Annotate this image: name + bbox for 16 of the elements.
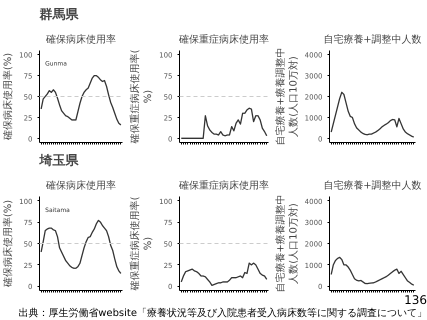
chart-title: 自宅療養+調整中人数 bbox=[323, 34, 422, 46]
chart-title: 確保病床使用率 bbox=[45, 180, 116, 192]
chart-title: 確保重症病床使用率 bbox=[178, 180, 269, 192]
text: 埼玉県 bbox=[38, 154, 80, 168]
y-axis-title: 自宅療養+療養調整中人数(人口10万対) bbox=[274, 47, 300, 146]
chart-title: 確保重症病床使用率 bbox=[178, 34, 269, 46]
text: 群馬県 bbox=[38, 8, 80, 22]
text: 136 bbox=[404, 293, 427, 307]
chart-title: 確保病床使用率 bbox=[45, 34, 116, 46]
y-axis-title: 確保重症病床使用率(%) bbox=[128, 49, 154, 144]
y-axis-title: 自宅療養+療養調整中人数(人口10万対) bbox=[274, 194, 300, 293]
y-axis-title: 確保病床使用率(%) bbox=[2, 52, 14, 142]
y-axis-title: 確保病床使用率(%) bbox=[2, 200, 14, 288]
chart-title: 自宅療養+調整中人数 bbox=[323, 180, 422, 192]
y-axis-title: 確保重症病床使用率(%) bbox=[128, 196, 154, 292]
source-note: 出典：厚生労働省website「療養状況等及び入院患者受入病床数等に関する調査について」 bbox=[18, 308, 427, 319]
